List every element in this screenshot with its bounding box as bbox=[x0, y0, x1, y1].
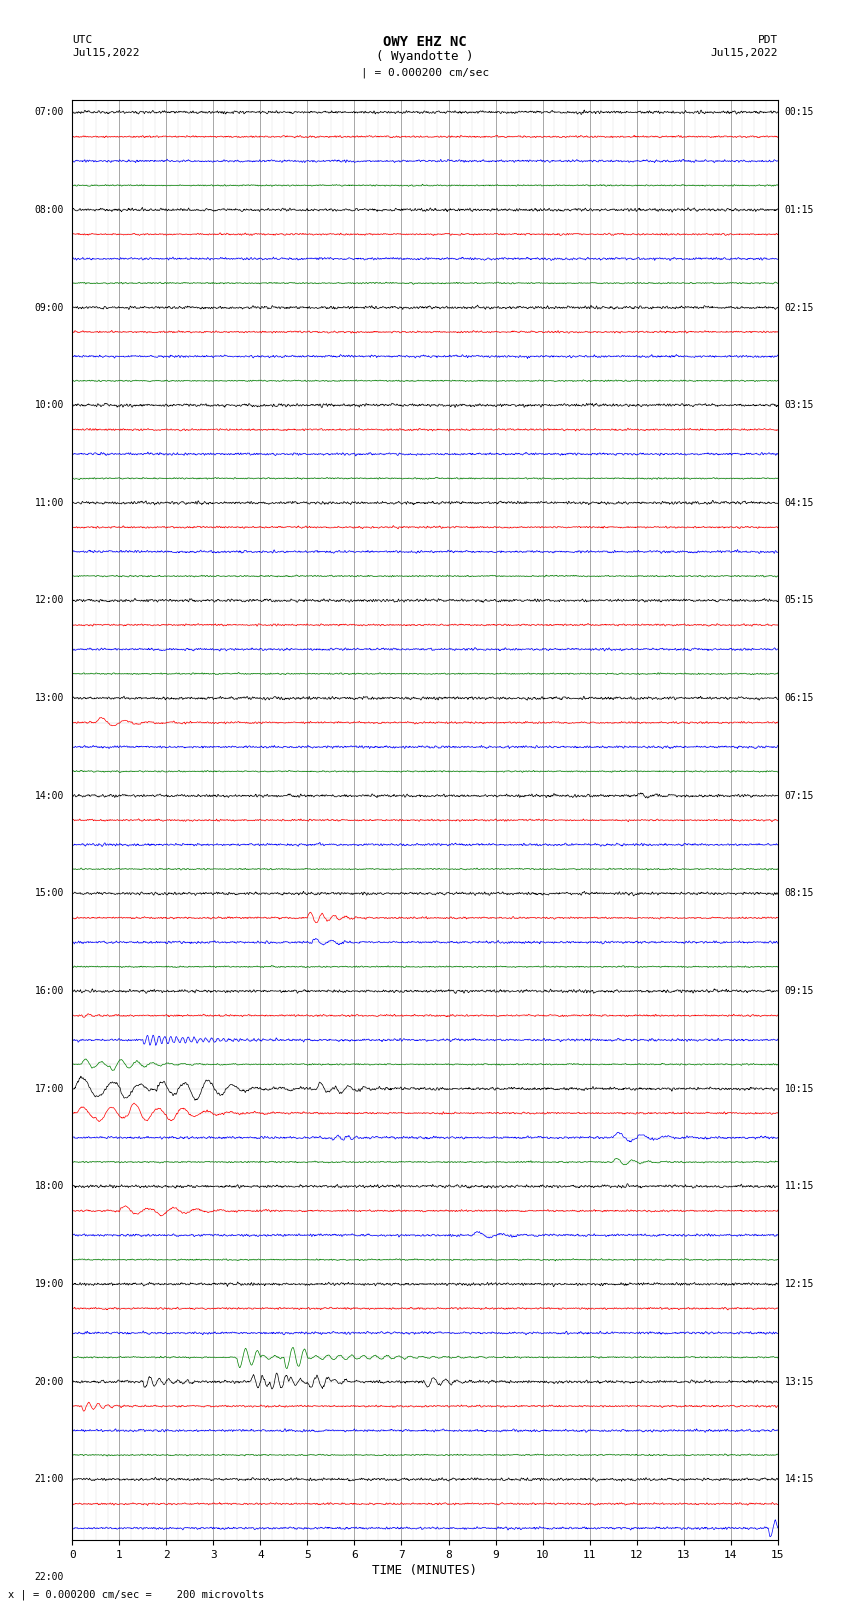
Text: 10:00: 10:00 bbox=[34, 400, 64, 410]
Text: Jul15,2022: Jul15,2022 bbox=[711, 48, 778, 58]
Text: 09:15: 09:15 bbox=[785, 986, 814, 997]
Text: 14:15: 14:15 bbox=[785, 1474, 814, 1484]
Text: Jul15,2022: Jul15,2022 bbox=[72, 48, 139, 58]
Text: 13:00: 13:00 bbox=[34, 694, 64, 703]
Text: 11:15: 11:15 bbox=[785, 1181, 814, 1192]
Text: 04:15: 04:15 bbox=[785, 498, 814, 508]
Text: x | = 0.000200 cm/sec =    200 microvolts: x | = 0.000200 cm/sec = 200 microvolts bbox=[8, 1589, 264, 1600]
Text: 19:00: 19:00 bbox=[34, 1279, 64, 1289]
Text: 07:00: 07:00 bbox=[34, 106, 64, 118]
Text: 08:00: 08:00 bbox=[34, 205, 64, 215]
Text: 17:00: 17:00 bbox=[34, 1084, 64, 1094]
Text: 03:15: 03:15 bbox=[785, 400, 814, 410]
Text: 06:15: 06:15 bbox=[785, 694, 814, 703]
X-axis label: TIME (MINUTES): TIME (MINUTES) bbox=[372, 1565, 478, 1578]
Text: 15:00: 15:00 bbox=[34, 889, 64, 898]
Text: | = 0.000200 cm/sec: | = 0.000200 cm/sec bbox=[361, 68, 489, 79]
Text: 02:15: 02:15 bbox=[785, 303, 814, 313]
Text: 20:00: 20:00 bbox=[34, 1378, 64, 1387]
Text: OWY EHZ NC: OWY EHZ NC bbox=[383, 35, 467, 50]
Text: 12:15: 12:15 bbox=[785, 1279, 814, 1289]
Text: 18:00: 18:00 bbox=[34, 1181, 64, 1192]
Text: 05:15: 05:15 bbox=[785, 595, 814, 605]
Text: ( Wyandotte ): ( Wyandotte ) bbox=[377, 50, 473, 63]
Text: 09:00: 09:00 bbox=[34, 303, 64, 313]
Text: 16:00: 16:00 bbox=[34, 986, 64, 997]
Text: 22:00: 22:00 bbox=[34, 1573, 64, 1582]
Text: 12:00: 12:00 bbox=[34, 595, 64, 605]
Text: 00:15: 00:15 bbox=[785, 106, 814, 118]
Text: 10:15: 10:15 bbox=[785, 1084, 814, 1094]
Text: 14:00: 14:00 bbox=[34, 790, 64, 800]
Text: UTC: UTC bbox=[72, 35, 93, 45]
Text: 01:15: 01:15 bbox=[785, 205, 814, 215]
Text: PDT: PDT bbox=[757, 35, 778, 45]
Text: 08:15: 08:15 bbox=[785, 889, 814, 898]
Text: 07:15: 07:15 bbox=[785, 790, 814, 800]
Text: 11:00: 11:00 bbox=[34, 498, 64, 508]
Text: 13:15: 13:15 bbox=[785, 1378, 814, 1387]
Text: 21:00: 21:00 bbox=[34, 1474, 64, 1484]
